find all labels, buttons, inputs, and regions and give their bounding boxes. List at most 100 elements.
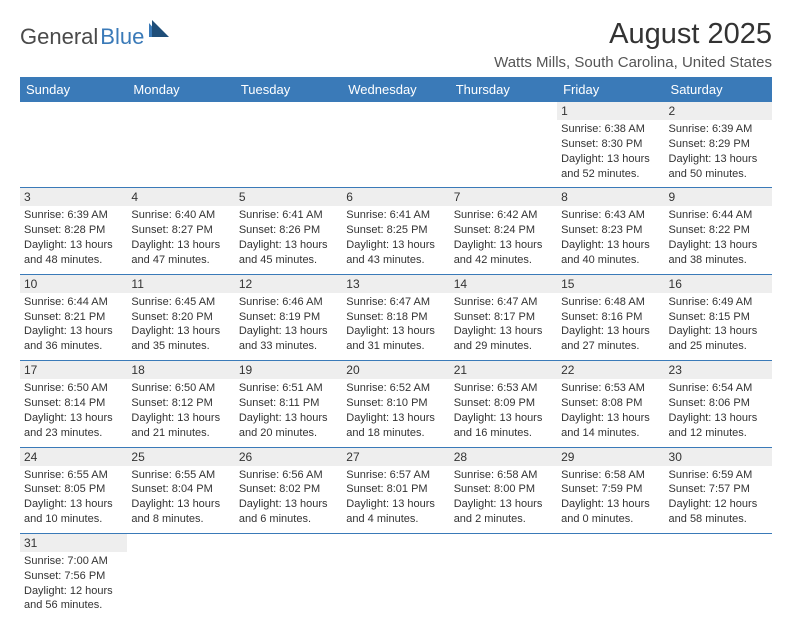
sunrise-text: Sunrise: 6:51 AM bbox=[239, 381, 338, 396]
calendar-day-cell bbox=[342, 102, 449, 188]
calendar-day-cell: 18Sunrise: 6:50 AMSunset: 8:12 PMDayligh… bbox=[127, 361, 234, 447]
calendar-day-cell: 2Sunrise: 6:39 AMSunset: 8:29 PMDaylight… bbox=[665, 102, 772, 188]
daylight-text-2: and 12 minutes. bbox=[669, 426, 768, 441]
sunset-text: Sunset: 8:11 PM bbox=[239, 396, 338, 411]
daylight-text-2: and 38 minutes. bbox=[669, 253, 768, 268]
sunrise-text: Sunrise: 6:39 AM bbox=[669, 122, 768, 137]
daylight-text: Daylight: 13 hours bbox=[131, 324, 230, 339]
day-number: 6 bbox=[342, 188, 449, 206]
sunrise-text: Sunrise: 6:46 AM bbox=[239, 295, 338, 310]
calendar-page: GeneralBlue August 2025 Watts Mills, Sou… bbox=[0, 0, 792, 619]
sunrise-text: Sunrise: 6:58 AM bbox=[454, 468, 553, 483]
sunrise-text: Sunrise: 7:00 AM bbox=[24, 554, 123, 569]
daylight-text: Daylight: 13 hours bbox=[561, 238, 660, 253]
daylight-text: Daylight: 13 hours bbox=[346, 497, 445, 512]
calendar-body: 1 Sunrise: 6:38 AMSunset: 8:30 PMDaylight… bbox=[20, 102, 772, 619]
day-info: Sunrise: 6:45 AMSunset: 8:20 PMDaylight:… bbox=[131, 295, 230, 354]
weekday-header: Monday bbox=[127, 77, 234, 102]
day-info: Sunrise: 6:48 AMSunset: 8:16 PMDaylight:… bbox=[561, 295, 660, 354]
sunrise-text: Sunrise: 6:44 AM bbox=[24, 295, 123, 310]
calendar-week-row: 3Sunrise: 6:39 AMSunset: 8:28 PMDaylight… bbox=[20, 188, 772, 274]
calendar-day-cell: 4 Sunrise: 6:40 AMSunset: 8:27 PMDaylight… bbox=[127, 188, 234, 274]
daylight-text-2: and 2 minutes. bbox=[454, 512, 553, 527]
daylight-text: Daylight: 13 hours bbox=[669, 238, 768, 253]
sunrise-text: Sunrise: 6:45 AM bbox=[131, 295, 230, 310]
sunrise-text: Sunrise: 6:50 AM bbox=[24, 381, 123, 396]
daylight-text-2: and 18 minutes. bbox=[346, 426, 445, 441]
daylight-text: Daylight: 13 hours bbox=[131, 411, 230, 426]
day-number: 3 bbox=[20, 188, 127, 206]
sunrise-text: Sunrise: 6:52 AM bbox=[346, 381, 445, 396]
daylight-text: Daylight: 12 hours bbox=[24, 584, 123, 599]
day-number: 5 bbox=[235, 188, 342, 206]
sunset-text: Sunset: 7:56 PM bbox=[24, 569, 123, 584]
daylight-text: Daylight: 13 hours bbox=[454, 324, 553, 339]
sunset-text: Sunset: 8:19 PM bbox=[239, 310, 338, 325]
calendar-day-cell: 31Sunrise: 7:00 AMSunset: 7:56 PMDayligh… bbox=[20, 533, 127, 619]
daylight-text: Daylight: 13 hours bbox=[24, 238, 123, 253]
day-number: 4 bbox=[127, 188, 234, 206]
calendar-day-cell bbox=[665, 533, 772, 619]
day-info: Sunrise: 6:40 AMSunset: 8:27 PMDaylight:… bbox=[131, 208, 230, 267]
weekday-header: Sunday bbox=[20, 77, 127, 102]
calendar-day-cell: 5Sunrise: 6:41 AMSunset: 8:26 PMDaylight… bbox=[235, 188, 342, 274]
calendar-day-cell: 9Sunrise: 6:44 AMSunset: 8:22 PMDaylight… bbox=[665, 188, 772, 274]
daylight-text: Daylight: 13 hours bbox=[346, 324, 445, 339]
daylight-text-2: and 47 minutes. bbox=[131, 253, 230, 268]
sunset-text: Sunset: 8:09 PM bbox=[454, 396, 553, 411]
daylight-text-2: and 21 minutes. bbox=[131, 426, 230, 441]
sunset-text: Sunset: 8:15 PM bbox=[669, 310, 768, 325]
day-number: 28 bbox=[450, 448, 557, 466]
logo-text-general: General bbox=[20, 24, 98, 50]
sunrise-text: Sunrise: 6:41 AM bbox=[239, 208, 338, 223]
sunset-text: Sunset: 8:25 PM bbox=[346, 223, 445, 238]
day-info: Sunrise: 6:49 AMSunset: 8:15 PMDaylight:… bbox=[669, 295, 768, 354]
day-info: Sunrise: 6:38 AMSunset: 8:30 PMDaylight:… bbox=[561, 122, 660, 181]
day-info: Sunrise: 6:56 AMSunset: 8:02 PMDaylight:… bbox=[239, 468, 338, 527]
daylight-text: Daylight: 13 hours bbox=[131, 497, 230, 512]
calendar-day-cell: 15Sunrise: 6:48 AMSunset: 8:16 PMDayligh… bbox=[557, 274, 664, 360]
daylight-text: Daylight: 12 hours bbox=[669, 497, 768, 512]
calendar-day-cell: 13Sunrise: 6:47 AMSunset: 8:18 PMDayligh… bbox=[342, 274, 449, 360]
day-number: 17 bbox=[20, 361, 127, 379]
day-number: 26 bbox=[235, 448, 342, 466]
daylight-text: Daylight: 13 hours bbox=[669, 324, 768, 339]
calendar-day-cell bbox=[450, 102, 557, 188]
calendar-week-row: 31Sunrise: 7:00 AMSunset: 7:56 PMDayligh… bbox=[20, 533, 772, 619]
month-title: August 2025 bbox=[494, 18, 772, 51]
calendar-day-cell bbox=[450, 533, 557, 619]
calendar-day-cell: 29Sunrise: 6:58 AMSunset: 7:59 PMDayligh… bbox=[557, 447, 664, 533]
calendar-week-row: 1 Sunrise: 6:38 AMSunset: 8:30 PMDaylight… bbox=[20, 102, 772, 188]
day-info: Sunrise: 6:59 AMSunset: 7:57 PMDaylight:… bbox=[669, 468, 768, 527]
day-info: Sunrise: 6:53 AMSunset: 8:09 PMDaylight:… bbox=[454, 381, 553, 440]
day-info: Sunrise: 6:44 AMSunset: 8:22 PMDaylight:… bbox=[669, 208, 768, 267]
day-info: Sunrise: 6:44 AMSunset: 8:21 PMDaylight:… bbox=[24, 295, 123, 354]
sunset-text: Sunset: 7:59 PM bbox=[561, 482, 660, 497]
day-number: 1 bbox=[557, 102, 664, 120]
day-number: 27 bbox=[342, 448, 449, 466]
sunrise-text: Sunrise: 6:55 AM bbox=[131, 468, 230, 483]
calendar-week-row: 17 Sunrise: 6:50 AMSunset: 8:14 PMDayligh… bbox=[20, 361, 772, 447]
logo: GeneralBlue bbox=[20, 18, 171, 50]
sunset-text: Sunset: 8:05 PM bbox=[24, 482, 123, 497]
day-info: Sunrise: 6:43 AMSunset: 8:23 PMDaylight:… bbox=[561, 208, 660, 267]
daylight-text: Daylight: 13 hours bbox=[24, 497, 123, 512]
day-info: Sunrise: 6:52 AMSunset: 8:10 PMDaylight:… bbox=[346, 381, 445, 440]
calendar-day-cell bbox=[20, 102, 127, 188]
daylight-text-2: and 42 minutes. bbox=[454, 253, 553, 268]
day-info: Sunrise: 6:55 AMSunset: 8:04 PMDaylight:… bbox=[131, 468, 230, 527]
daylight-text: Daylight: 13 hours bbox=[239, 238, 338, 253]
day-number: 13 bbox=[342, 275, 449, 293]
sunset-text: Sunset: 8:24 PM bbox=[454, 223, 553, 238]
sunset-text: Sunset: 8:20 PM bbox=[131, 310, 230, 325]
sunset-text: Sunset: 8:04 PM bbox=[131, 482, 230, 497]
day-info: Sunrise: 6:50 AMSunset: 8:14 PMDaylight:… bbox=[24, 381, 123, 440]
day-number: 19 bbox=[235, 361, 342, 379]
sunrise-text: Sunrise: 6:54 AM bbox=[669, 381, 768, 396]
daylight-text-2: and 23 minutes. bbox=[24, 426, 123, 441]
daylight-text: Daylight: 13 hours bbox=[346, 411, 445, 426]
daylight-text: Daylight: 13 hours bbox=[239, 324, 338, 339]
sunrise-text: Sunrise: 6:58 AM bbox=[561, 468, 660, 483]
day-info: Sunrise: 6:54 AMSunset: 8:06 PMDaylight:… bbox=[669, 381, 768, 440]
sunset-text: Sunset: 8:23 PM bbox=[561, 223, 660, 238]
